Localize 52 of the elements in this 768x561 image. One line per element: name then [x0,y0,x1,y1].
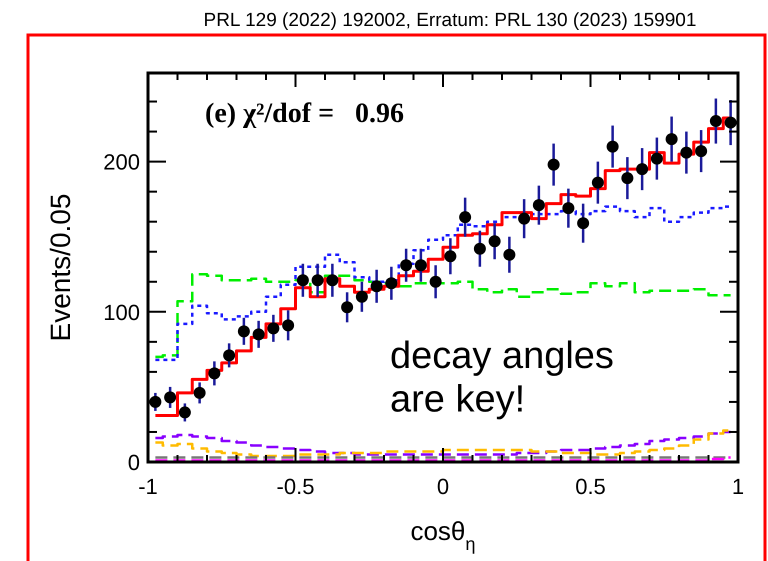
point [252,328,265,340]
y-axis-title: Events/0.05 [45,194,76,342]
point [592,176,604,189]
point [385,277,398,290]
point [503,248,516,261]
point [164,391,176,404]
x-tick-label: -0.5 [276,474,314,499]
point [444,250,456,262]
point [326,274,338,286]
point [606,140,619,153]
point [650,152,663,165]
point [710,115,722,128]
point [636,163,648,176]
point [695,145,708,158]
point [459,211,472,224]
point [208,367,220,380]
y-tick-label: 200 [103,150,140,175]
point [370,280,383,292]
text: PRL 129 (2022) 192002, Erratum: PRL 130 (2023) 159901 [204,10,696,31]
x-axis-title: cosθ$_{η}$ [410,516,476,554]
point [223,349,236,362]
point [577,217,590,230]
point [724,116,737,129]
point [518,212,530,225]
point [532,199,545,212]
y-tick-label: 100 [103,300,140,325]
point [238,325,250,338]
point [178,406,191,418]
point [474,242,486,255]
annotation: decay angles are key! [390,335,614,421]
x-tick-label: 1 [732,474,744,499]
point [562,202,574,214]
point [282,319,294,332]
point [194,386,206,399]
x-tick-label: 0 [436,474,450,499]
point [414,259,427,272]
point [548,158,560,171]
point [488,235,501,248]
point [267,322,280,334]
point [621,172,634,184]
point [296,274,309,286]
point [400,259,412,272]
point [430,276,442,288]
point [666,133,678,146]
annotation: (e) χ²/dof = 0.96 [205,98,404,129]
x-tick-label: 0.5 [575,474,606,499]
point [312,274,324,286]
x-tick-label: -1 [138,474,158,499]
y-tick-label: 0 [128,450,140,475]
point [341,301,354,314]
point [356,290,368,303]
point [680,146,692,159]
